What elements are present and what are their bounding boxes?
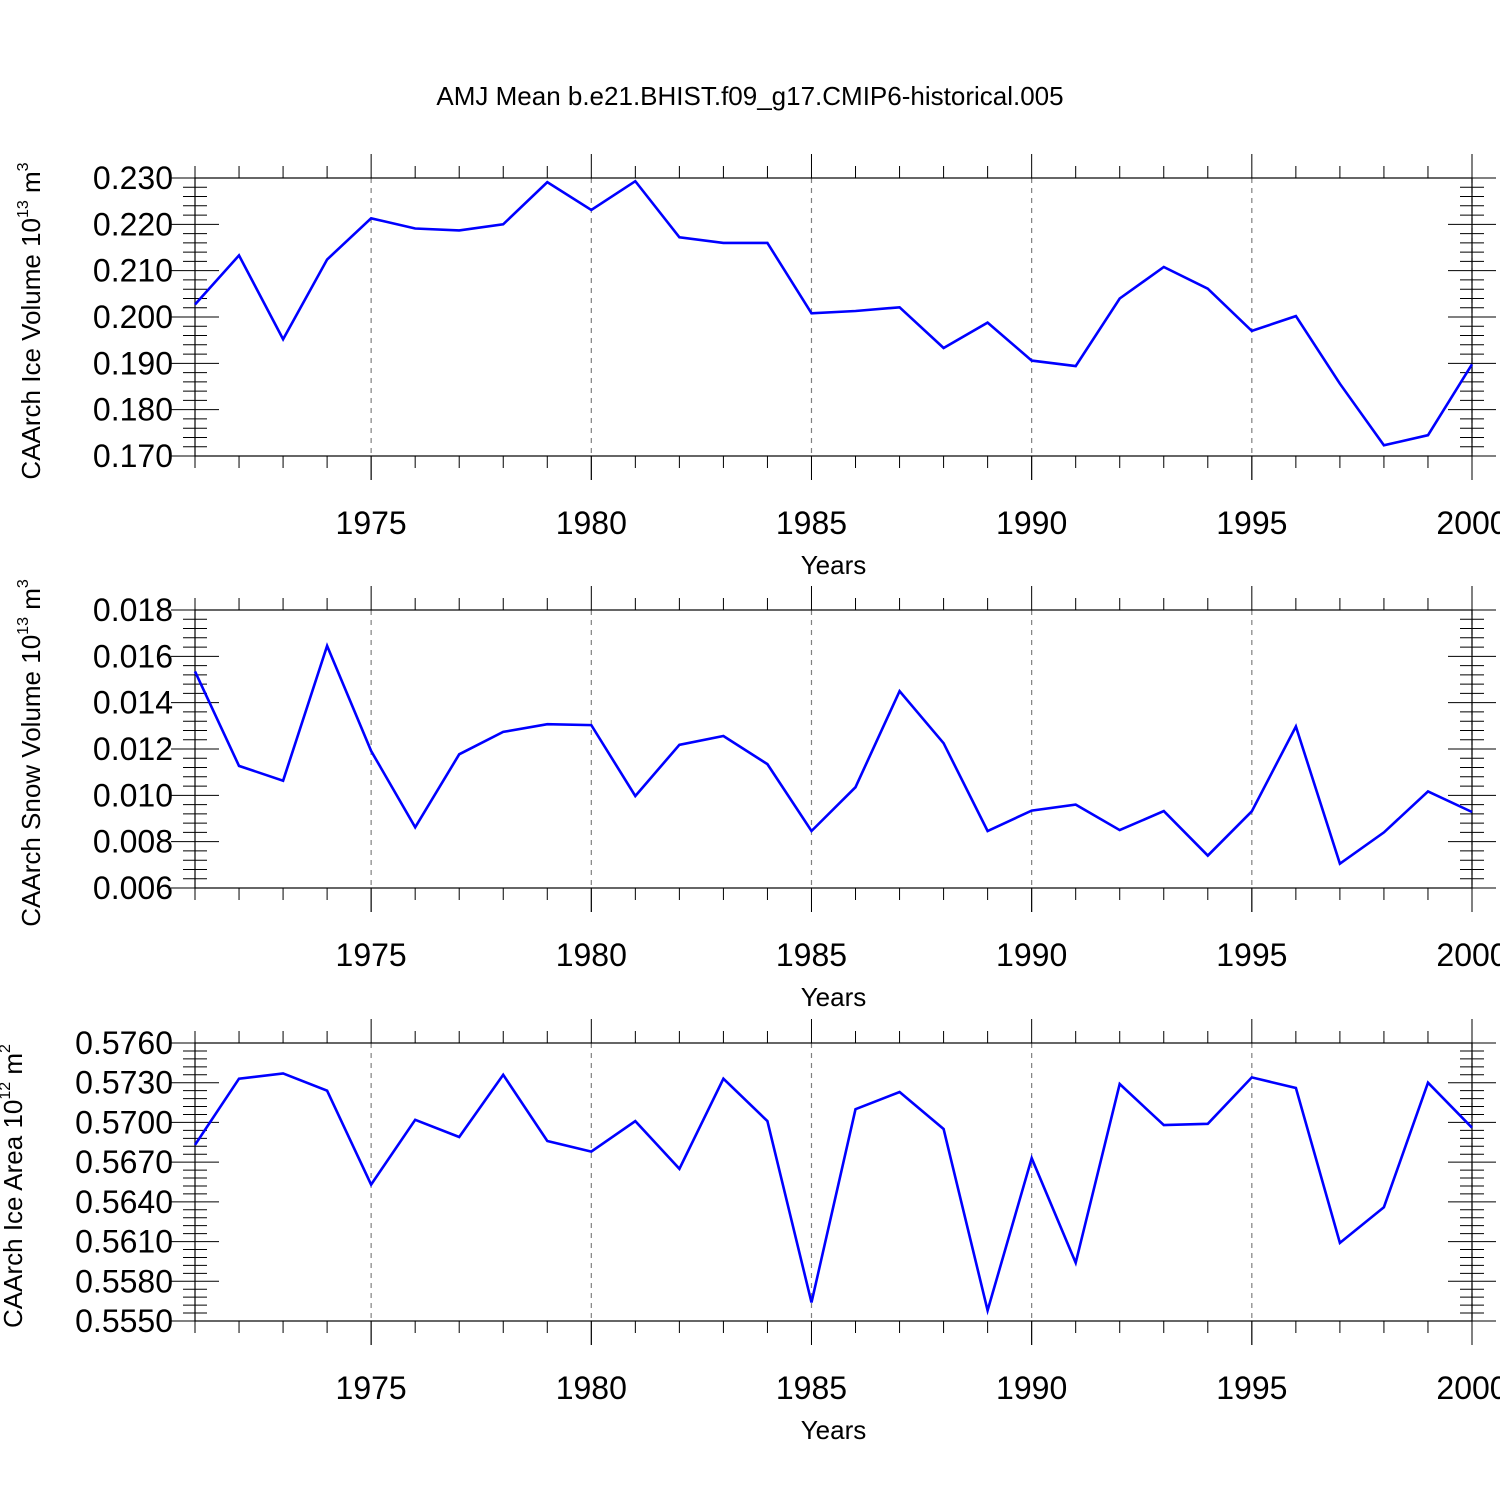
series-line [193,1072,1473,1316]
x-tick-label: 1985 [776,1370,847,1406]
x-tick-label: 1985 [776,505,847,541]
series-line [194,179,1474,447]
x-tick-label: 1990 [996,1370,1067,1406]
y-tick-label: 0.014 [93,685,173,721]
y-axis-label: CAArch Ice Area 1012 m2 [0,1044,28,1328]
y-axis-label-unit: m [16,588,46,617]
y-tick-label: 0.5670 [75,1144,173,1180]
y-axis-label-exponent: 13 [15,617,32,635]
y-axis-label-unit: m [16,171,46,200]
x-tick-label: 2000 [1436,505,1500,541]
y-tick-label: 0.170 [93,438,173,474]
x-tick-label: 1975 [336,505,407,541]
x-tick-label: 1995 [1216,937,1287,973]
plot-frame [194,177,1473,457]
y-axis-label-unit: m [0,1053,28,1082]
y-tick-label: 0.5640 [75,1184,173,1220]
y-axis-label: CAArch Snow Volume 1013 m3 [15,579,46,927]
y-tick-label: 0.190 [93,345,173,381]
figure-title: AMJ Mean b.e21.BHIST.f09_g17.CMIP6-histo… [436,81,1063,111]
panel-2: 1975 1980 1985 1990 1995 2000 Years 0.006 0.008 0… [15,579,1500,1012]
y-tick-label: 0.006 [93,870,173,906]
y-axis-label-exponent: 12 [0,1082,14,1100]
x-axis-label: Years [801,550,867,580]
y-tick-label: 0.008 [93,824,173,860]
x-tick-label: 2000 [1436,1370,1500,1406]
x-tick-label: 1995 [1216,1370,1287,1406]
x-tick-label: 2000 [1436,937,1500,973]
y-tick-label: 0.018 [93,592,173,628]
y-tick-label: 0.5700 [75,1104,173,1140]
panel-1: 1975 1980 1985 1990 1995 2000 Years 0.170 0.180 0… [15,154,1500,580]
y-tick-label: 0.5550 [75,1303,173,1339]
y-axis-label-text: CAArch Snow Volume 10 [16,635,46,927]
x-tick-label: 1990 [996,937,1067,973]
y-tick-label: 0.5610 [75,1224,173,1260]
series-line [193,642,1473,866]
plot-frame [194,609,1473,889]
plot-frame [194,1042,1473,1322]
y-tick-label: 0.180 [93,392,173,428]
y-tick-label: 0.5760 [75,1025,173,1061]
y-axis-label-text: CAArch Ice Volume 10 [16,218,46,480]
y-axis-label-unit-exponent: 3 [15,579,32,588]
y-axis-label-unit-exponent: 3 [15,162,32,171]
y-tick-label: 0.012 [93,731,173,767]
panels: 1975 1980 1985 1990 1995 2000 Years 0.170 0.180 0… [0,154,1500,1445]
y-tick-label: 0.016 [93,638,173,674]
y-axis-label-exponent: 13 [15,200,32,218]
y-tick-label: 0.5730 [75,1065,173,1101]
x-tick-label: 1975 [336,1370,407,1406]
x-tick-label: 1975 [336,937,407,973]
y-tick-label: 0.200 [93,299,173,335]
y-tick-label: 0.230 [93,160,173,196]
panel-3: 1975 1980 1985 1990 1995 2000 Years 0.5550 0.558… [0,1019,1500,1445]
y-tick-label: 0.5580 [75,1263,173,1299]
y-axis-label-unit-exponent: 2 [0,1044,14,1053]
x-tick-label: 1990 [996,505,1067,541]
x-tick-label: 1980 [556,937,627,973]
y-axis-label: CAArch Ice Volume 1013 m3 [15,162,46,479]
x-tick-label: 1985 [776,937,847,973]
x-axis-label: Years [801,1415,867,1445]
y-axis-label-text: CAArch Ice Area 10 [0,1100,28,1328]
y-tick-label: 0.210 [93,253,173,289]
x-axis-label: Years [801,982,867,1012]
x-tick-label: 1980 [556,1370,627,1406]
y-tick-label: 0.220 [93,206,173,242]
x-tick-label: 1980 [556,505,627,541]
y-tick-label: 0.010 [93,777,173,813]
x-tick-label: 1995 [1216,505,1287,541]
